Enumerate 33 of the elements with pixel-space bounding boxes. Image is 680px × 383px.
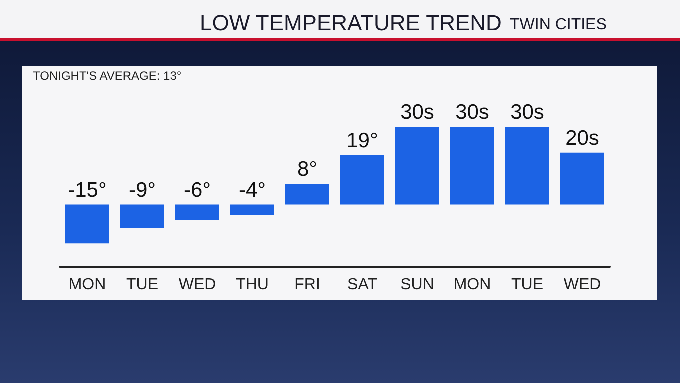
bar [120, 204, 164, 228]
x-tick-label: TUE [126, 276, 158, 294]
chart-title: LOW TEMPERATURE TREND [200, 10, 502, 36]
bar [286, 184, 330, 205]
data-label: -6° [184, 178, 212, 202]
data-label: 8° [297, 158, 318, 182]
data-label: -4° [238, 178, 266, 202]
bar [396, 127, 440, 205]
bar [340, 156, 384, 205]
x-tick-label: WED [564, 276, 602, 294]
bar [560, 152, 604, 205]
data-label: 19° [346, 130, 378, 153]
data-label: -15° [68, 178, 107, 202]
x-tick-label: MON [454, 276, 492, 294]
x-tick-label: TUE [512, 276, 544, 294]
x-tick-label: FRI [294, 276, 320, 294]
x-tick-label: MON [68, 276, 106, 294]
bar [176, 204, 220, 220]
chart-subtitle: TWIN CITIES [510, 16, 607, 34]
data-label: 30s [400, 101, 434, 124]
x-tick-label: THU [236, 276, 269, 294]
text: TONIGHT'S AVERAGE: 13° [33, 69, 182, 83]
data-label: 30s [456, 101, 490, 124]
x-tick-label: SUN [400, 276, 434, 294]
data-label: -9° [128, 178, 156, 202]
data-label: 30s [510, 101, 544, 124]
bar [230, 204, 274, 216]
bar [506, 127, 550, 205]
bar [450, 127, 494, 205]
bar [66, 204, 110, 244]
data-label: 20s [566, 126, 600, 150]
x-tick-label: SAT [348, 276, 378, 294]
x-tick-label: WED [178, 276, 216, 294]
